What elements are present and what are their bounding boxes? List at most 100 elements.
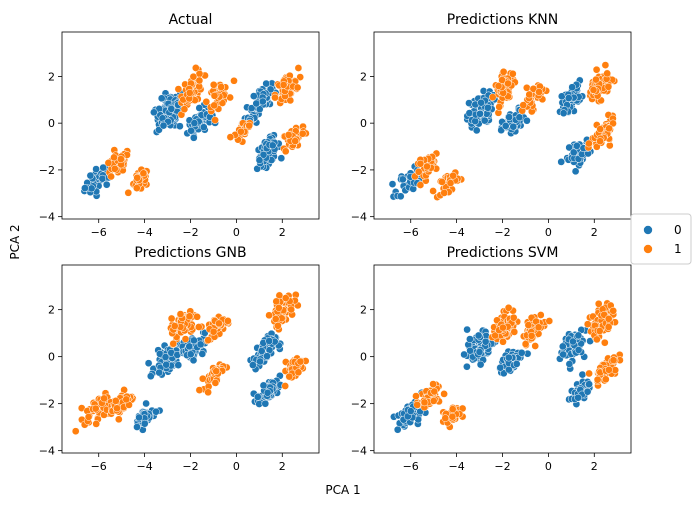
- x-axis-label: PCA 1: [325, 483, 360, 497]
- subplot-3: −6 −4 −2 0 2 −4 −2 0 2 Predictions GNB: [39, 245, 320, 473]
- point-0: [501, 122, 510, 130]
- point-1: [92, 420, 101, 428]
- point-1: [91, 404, 100, 413]
- point-0: [574, 346, 583, 354]
- x-tick-label: −4: [448, 460, 464, 473]
- subplot-title: Predictions KNN: [447, 12, 558, 28]
- point-1: [585, 369, 593, 378]
- point-0: [472, 126, 481, 135]
- point-0: [559, 109, 568, 118]
- y-tick-label: −2: [39, 398, 55, 411]
- point-0: [509, 122, 518, 131]
- series-1: [71, 290, 310, 436]
- point-1: [449, 171, 457, 180]
- point-1: [441, 414, 450, 423]
- point-1: [593, 375, 602, 384]
- point-1: [132, 184, 141, 192]
- subplot-2: −6 −4 −2 0 2 −4 −2 0 2 Predictions KNN: [351, 12, 632, 239]
- point-0: [460, 350, 468, 359]
- point-1: [600, 338, 609, 347]
- point-0: [81, 184, 89, 192]
- legend-marker-1: [643, 244, 653, 254]
- x-tick-label: −4: [136, 226, 152, 239]
- point-0: [559, 350, 568, 359]
- point-0: [249, 92, 258, 100]
- point-0: [471, 117, 480, 126]
- point-1: [605, 124, 613, 133]
- point-1: [596, 137, 604, 146]
- point-1: [191, 64, 200, 72]
- point-1: [195, 76, 204, 85]
- point-0: [167, 105, 176, 113]
- point-0: [135, 413, 143, 422]
- point-0: [144, 359, 153, 368]
- point-1: [245, 121, 254, 130]
- point-1: [217, 83, 226, 91]
- point-0: [277, 154, 286, 163]
- point-1: [491, 331, 500, 340]
- point-1: [100, 394, 108, 403]
- y-tick-label: 0: [48, 351, 55, 364]
- x-tick-label: 2: [591, 460, 598, 473]
- point-0: [190, 119, 199, 127]
- point-1: [420, 398, 429, 407]
- point-0: [263, 352, 271, 360]
- point-0: [98, 174, 107, 183]
- point-0: [195, 104, 204, 112]
- point-1: [583, 320, 592, 329]
- point-0: [557, 158, 566, 166]
- point-1: [291, 137, 300, 145]
- point-1: [531, 342, 540, 350]
- points-3: [71, 290, 310, 436]
- y-tick-label: 2: [48, 304, 55, 317]
- point-1: [204, 336, 213, 344]
- x-tick-label: −6: [403, 460, 419, 473]
- point-0: [574, 393, 582, 402]
- point-1: [224, 317, 232, 325]
- legend: 0 1: [630, 213, 692, 265]
- point-0: [268, 141, 277, 150]
- point-1: [448, 412, 457, 421]
- x-tick-label: −4: [136, 460, 152, 473]
- point-0: [196, 340, 205, 349]
- y-tick-label: −4: [39, 211, 55, 224]
- point-0: [484, 103, 492, 112]
- point-1: [117, 155, 125, 163]
- point-0: [102, 180, 111, 189]
- point-0: [187, 126, 195, 135]
- series-0: [388, 76, 597, 201]
- subplot-title: Predictions GNB: [134, 245, 246, 261]
- point-1: [519, 101, 528, 109]
- x-tick-label: −4: [448, 226, 464, 239]
- point-1: [596, 125, 605, 133]
- point-1: [429, 397, 438, 405]
- point-0: [190, 336, 198, 345]
- point-1: [494, 82, 503, 90]
- point-1: [167, 314, 176, 323]
- point-0: [515, 113, 524, 122]
- point-1: [446, 179, 455, 187]
- subplot-1: −6 −4 −2 0 2 −4 −2 0 2 Actual: [39, 12, 320, 239]
- point-0: [475, 348, 484, 356]
- point-0: [140, 419, 149, 428]
- point-0: [406, 407, 415, 415]
- point-1: [198, 374, 207, 383]
- point-1: [416, 181, 425, 189]
- point-1: [488, 93, 497, 102]
- x-tick-label: 0: [233, 460, 240, 473]
- point-1: [194, 323, 203, 331]
- point-0: [142, 399, 150, 408]
- point-0: [396, 192, 405, 201]
- point-1: [211, 379, 220, 387]
- point-0: [476, 360, 485, 369]
- series-0: [133, 328, 285, 434]
- point-0: [398, 175, 407, 184]
- point-0: [252, 99, 261, 108]
- point-0: [465, 99, 473, 107]
- point-0: [496, 363, 505, 372]
- point-1: [185, 89, 194, 97]
- point-1: [274, 321, 282, 330]
- point-0: [199, 123, 208, 132]
- point-1: [592, 75, 600, 84]
